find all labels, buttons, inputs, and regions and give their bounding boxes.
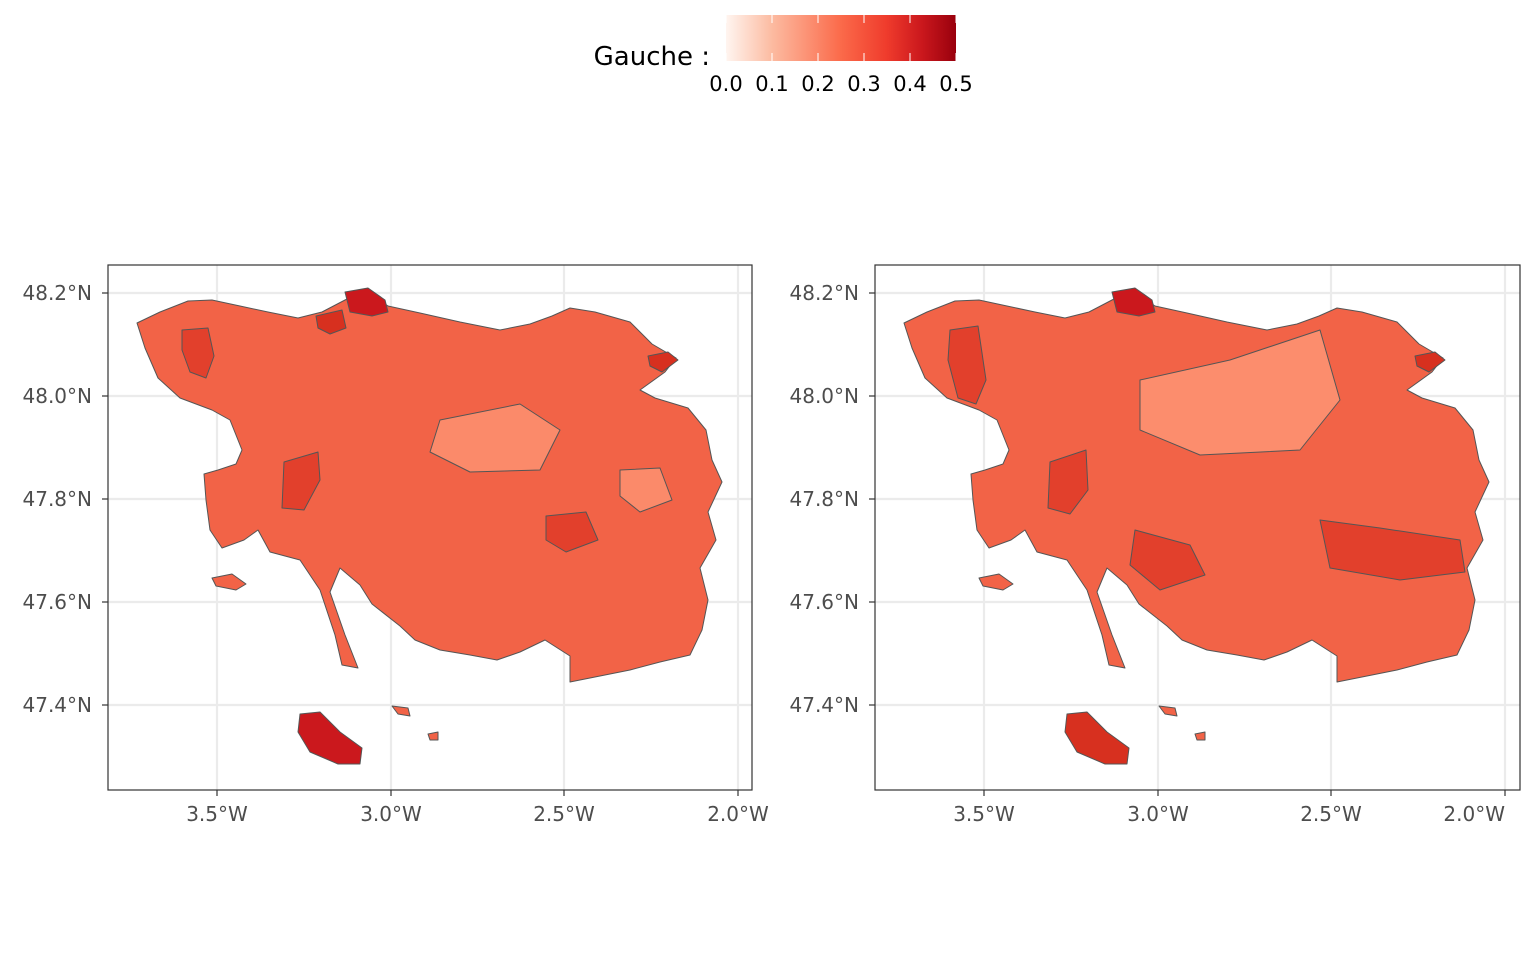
island-hoedic	[1194, 731, 1206, 741]
mainland-region	[136, 289, 723, 683]
x-tick-label: 3.5°W	[186, 802, 248, 826]
y-axis-right: 48.2°N 48.0°N 47.8°N 47.6°N 47.4°N	[790, 281, 875, 717]
legend: Gauche : 0.0 0.1 0.2 0.3 0.4 0.5	[594, 15, 973, 96]
legend-tick-label: 0.4	[893, 72, 926, 96]
y-tick-label: 47.6°N	[23, 590, 93, 614]
estuary-commune	[281, 451, 321, 511]
y-tick-label: 48.0°N	[23, 384, 93, 408]
y-tick-label: 47.6°N	[790, 590, 860, 614]
island-belle-ile	[297, 711, 363, 765]
map-panel-left: 48.2°N 48.0°N 47.8°N 47.6°N 47.4°N 3.5°W…	[23, 264, 769, 826]
dark-canton-east-tip	[1414, 351, 1446, 373]
y-tick-label: 48.2°N	[23, 281, 93, 305]
legend-title: Gauche :	[594, 42, 710, 72]
light-canton-center	[1139, 329, 1341, 456]
panel-border-right	[874, 264, 1521, 791]
y-tick-label: 48.0°N	[790, 384, 860, 408]
legend-ticks: 0.0 0.1 0.2 0.3 0.4 0.5	[709, 15, 973, 96]
commune-west-dark	[181, 327, 215, 379]
dark-commune-northwest	[315, 309, 347, 335]
island-houat	[1158, 705, 1178, 717]
y-axis-left: 48.2°N 48.0°N 47.8°N 47.6°N 47.4°N	[23, 281, 108, 717]
island-groix	[978, 573, 1014, 591]
dark-canton-southeast	[1319, 519, 1466, 581]
morbihan-cantons-map	[903, 287, 1490, 683]
x-tick-label: 3.0°W	[1127, 802, 1189, 826]
dark-commune-east	[647, 351, 679, 373]
island-groix	[211, 573, 247, 591]
light-commune-center	[429, 403, 561, 473]
x-axis-right: 3.5°W 3.0°W 2.5°W 2.0°W	[953, 790, 1506, 826]
dark-canton-west	[947, 325, 987, 405]
light-commune-east	[619, 467, 673, 513]
y-tick-label: 47.4°N	[790, 693, 860, 717]
x-tick-label: 3.5°W	[953, 802, 1015, 826]
dark-canton-south	[1129, 529, 1206, 591]
island-belle-ile	[1064, 711, 1130, 765]
x-axis-left: 3.5°W 3.0°W 2.5°W 2.0°W	[186, 790, 769, 826]
legend-tick-label: 0.3	[847, 72, 880, 96]
x-tick-label: 2.0°W	[707, 802, 769, 826]
x-tick-label: 3.0°W	[360, 802, 422, 826]
legend-tick-label: 0.2	[801, 72, 834, 96]
y-tick-label: 47.8°N	[790, 487, 860, 511]
mainland-region	[903, 289, 1490, 683]
x-tick-label: 2.5°W	[533, 802, 595, 826]
y-tick-label: 47.8°N	[23, 487, 93, 511]
island-hoedic	[427, 731, 439, 741]
morbihan-communes-map	[136, 287, 723, 683]
x-tick-label: 2.5°W	[1300, 802, 1362, 826]
map-panel-right: 48.2°N 48.0°N 47.8°N 47.6°N 47.4°N 3.5°W…	[790, 264, 1521, 826]
panel-border-left	[107, 264, 753, 791]
y-tick-label: 48.2°N	[790, 281, 860, 305]
island-houat	[391, 705, 411, 717]
legend-colorbar	[726, 15, 956, 61]
estuary-canton	[1047, 449, 1089, 515]
x-tick-label: 2.0°W	[1443, 802, 1505, 826]
y-tick-label: 47.4°N	[23, 693, 93, 717]
dark-commune-south	[545, 511, 599, 553]
dark-canton-north	[1111, 287, 1156, 317]
legend-tick-label: 0.0	[709, 72, 742, 96]
legend-tick-label: 0.1	[755, 72, 788, 96]
legend-tick-label: 0.5	[939, 72, 972, 96]
dark-commune-north	[344, 287, 389, 317]
